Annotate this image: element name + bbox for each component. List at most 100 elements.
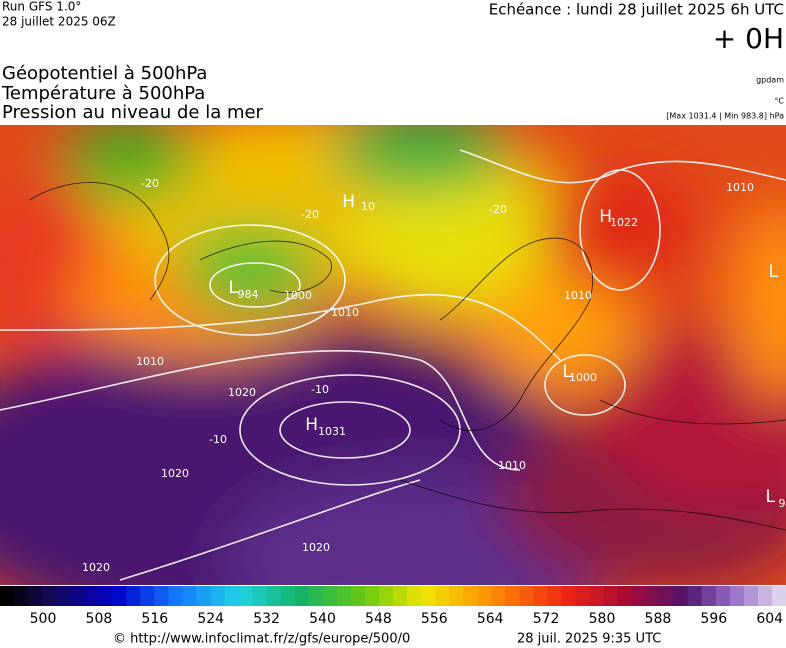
colorbar-swatch: [252, 586, 268, 606]
colorbar-swatch: [645, 586, 661, 606]
colorbar-swatch: [687, 586, 703, 606]
colorbar-swatch: [701, 586, 717, 606]
map-label: 1020: [302, 541, 330, 554]
pressure-center: H: [305, 415, 318, 435]
colorbar-swatch: [0, 586, 15, 606]
colorbar-swatch: [154, 586, 169, 606]
unit: gpdam: [756, 76, 784, 85]
colorbar-swatch: [378, 586, 394, 606]
lead-time: + 0H: [713, 22, 784, 55]
map-label: 1000: [569, 371, 597, 384]
colorbar-tick-label: 548: [365, 611, 392, 627]
colorbar-swatch: [575, 586, 590, 606]
colorbar-swatch: [350, 586, 366, 606]
forecast-time: Echéance : lundi 28 juillet 2025 6h UTC: [489, 1, 784, 19]
colorbar-tick-label: 596: [700, 611, 727, 627]
colorbar-swatch: [771, 586, 786, 606]
pressure-center: H: [599, 207, 612, 227]
colorbar-swatch: [294, 586, 310, 606]
map-label: 1010: [498, 459, 526, 472]
colorbar-tick-label: 556: [421, 611, 448, 627]
map-label: -20: [141, 177, 159, 190]
colorbar-swatch: [449, 586, 464, 606]
colorbar-tick-label: 572: [533, 611, 560, 627]
colorbar-swatch: [112, 586, 127, 606]
colorbar-swatch: [70, 586, 85, 606]
map-label: 1020: [82, 561, 110, 574]
map-label: 1031: [318, 425, 346, 438]
colorbar-swatch: [617, 586, 633, 606]
colorbar-swatch: [364, 586, 380, 606]
colorbar-tick-label: 580: [589, 611, 616, 627]
colorbar-swatch: [224, 586, 240, 606]
pressure-center: L: [769, 262, 779, 282]
colorbar-swatch: [603, 586, 619, 606]
map-label: 1000: [284, 289, 312, 302]
colorbar-swatch: [421, 586, 436, 606]
colorbar-swatch: [322, 586, 338, 606]
colorbar-swatch: [280, 586, 296, 606]
colorbar-swatch: [210, 586, 226, 606]
map-label: -20: [489, 203, 507, 216]
map-label: 1020: [161, 467, 189, 480]
colorbar-swatch: [533, 586, 548, 606]
colorbar-tick-label: 532: [253, 611, 280, 627]
colorbar-swatch: [561, 586, 576, 606]
colorbar-swatch: [715, 586, 731, 606]
colorbar-swatch: [505, 586, 520, 606]
map-label: 984: [238, 288, 259, 301]
unit: °C: [774, 97, 784, 106]
colorbar-swatch: [407, 586, 422, 606]
unit: [Max 1031.4 | Min 983.8] hPa: [666, 112, 784, 121]
map-label: 1020: [228, 386, 256, 399]
map-label: -10: [311, 383, 329, 396]
colorbar-swatch: [266, 586, 282, 606]
colorbar-swatch: [196, 586, 212, 606]
colorbar-swatch: [238, 586, 254, 606]
run-date: 28 juillet 2025 06Z: [2, 15, 116, 29]
colorbar-swatch: [98, 586, 113, 606]
colorbar-swatch: [126, 586, 141, 606]
colorbar-swatch: [182, 586, 197, 606]
map-label: 1010: [136, 355, 164, 368]
colorbar-swatch: [84, 586, 99, 606]
colorbar-swatch: [336, 586, 352, 606]
map-label: 1022: [610, 216, 638, 229]
colorbar-swatch: [491, 586, 506, 606]
pressure-center: L: [229, 278, 239, 298]
colorbar-swatch: [463, 586, 478, 606]
map-label: 10: [361, 200, 375, 213]
colorbar-swatch: [547, 586, 562, 606]
issue-time: 28 juil. 2025 9:35 UTC: [517, 632, 661, 647]
colorbar-swatch: [168, 586, 183, 606]
colorbar-swatch: [631, 586, 647, 606]
colorbar-swatch: [673, 586, 689, 606]
colorbar-swatch: [729, 586, 745, 606]
run-label: Run GFS 1.0°: [2, 0, 81, 14]
colorbar-swatch: [743, 586, 759, 606]
map-label: 1010: [331, 306, 359, 319]
title: Géopotentiel à 500hPa: [2, 63, 207, 84]
pressure-center: L: [766, 487, 776, 507]
colorbar-swatch: [659, 586, 675, 606]
colorbar-tick-label: 508: [86, 611, 113, 627]
source-url: © http://www.infoclimat.fr/z/gfs/europe/…: [113, 632, 410, 647]
colorbar-tick-label: 524: [197, 611, 224, 627]
colorbar-tick-label: 516: [141, 611, 168, 627]
colorbar-swatch: [140, 586, 155, 606]
map-label: 9: [779, 497, 786, 510]
colorbar-swatch: [519, 586, 534, 606]
pressure-center: H: [342, 192, 355, 212]
colorbar-tick-label: 500: [30, 611, 57, 627]
map-field: [0, 125, 786, 585]
map-label: 1010: [564, 289, 592, 302]
colorbar-swatch: [42, 586, 57, 606]
colorbar-tick-label: 564: [477, 611, 504, 627]
colorbar-tick-label: 540: [309, 611, 336, 627]
colorbar-tick-label: 604: [756, 611, 783, 627]
map-label: 1010: [726, 181, 754, 194]
pressure-center: L: [563, 362, 573, 382]
map-label: -20: [301, 208, 319, 221]
